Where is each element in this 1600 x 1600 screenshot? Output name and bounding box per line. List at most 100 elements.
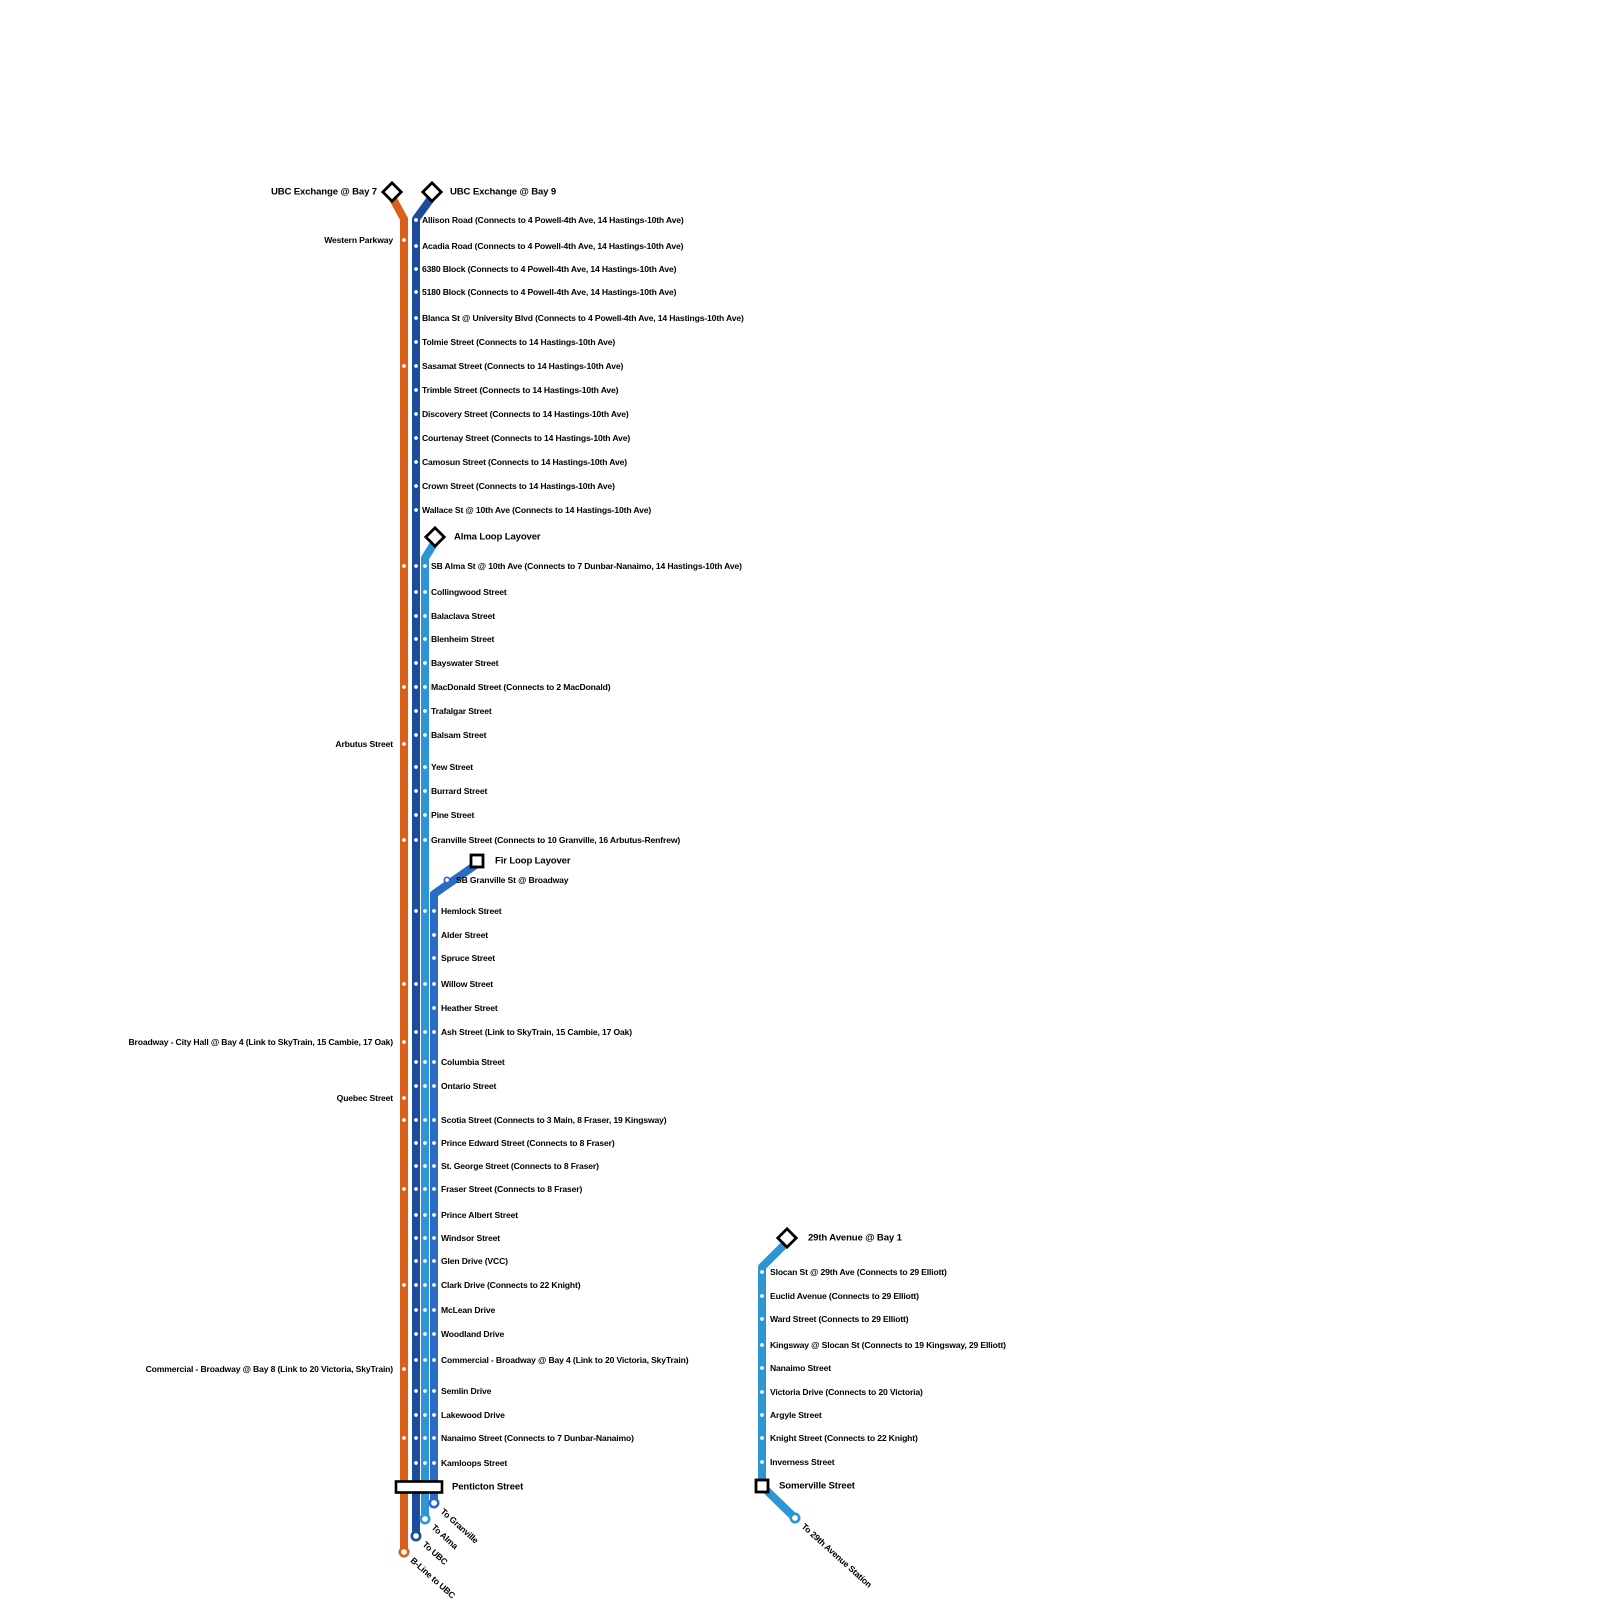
stop-label: Scotia Street (Connects to 3 Main, 8 Fra…	[441, 1115, 667, 1125]
stop-dot	[430, 1082, 438, 1090]
direction-label-orange: B-Line to UBC	[409, 1555, 458, 1600]
stop-label: Heather Street	[441, 1003, 498, 1013]
stop-label: Alder Street	[441, 930, 488, 940]
stop-dot	[443, 876, 451, 884]
stop-label: Knight Street (Connects to 22 Knight)	[770, 1433, 918, 1443]
stop-dot	[421, 1306, 429, 1314]
stop-dot	[758, 1341, 766, 1349]
stop-dot	[421, 1211, 429, 1219]
stop-dot	[412, 1211, 420, 1219]
stop-dot	[400, 980, 408, 988]
stop-label: Tolmie Street (Connects to 14 Hastings-1…	[422, 337, 615, 347]
stop-dot	[421, 1185, 429, 1193]
stop-dot	[412, 683, 420, 691]
stop-label: St. George Street (Connects to 8 Fraser)	[441, 1161, 599, 1171]
stop-dot	[758, 1411, 766, 1419]
stop-label: 5180 Block (Connects to 4 Powell-4th Ave…	[422, 287, 677, 297]
stop-dot	[412, 1434, 420, 1442]
line-terminus-orange	[398, 1546, 410, 1558]
stop-label: Granville Street (Connects to 10 Granvil…	[431, 835, 680, 845]
terminal-diamond-marker	[420, 180, 444, 204]
stop-dot	[421, 1139, 429, 1147]
stop-dot	[412, 612, 420, 620]
stop-dot	[412, 1058, 420, 1066]
stop-dot	[758, 1268, 766, 1276]
stop-dot	[421, 907, 429, 915]
stop-label: Willow Street	[441, 979, 493, 989]
stop-label: Spruce Street	[441, 953, 495, 963]
stop-dot	[421, 811, 429, 819]
stop-dot	[421, 836, 429, 844]
stop-label: Arbutus Street	[335, 739, 393, 749]
stop-label: Kamloops Street	[441, 1458, 507, 1468]
stop-label: Ward Street (Connects to 29 Elliott)	[770, 1314, 909, 1324]
stop-dot	[421, 1058, 429, 1066]
stop-dot	[430, 1306, 438, 1314]
stop-dot	[412, 506, 420, 514]
stop-dot	[412, 707, 420, 715]
stop-dot	[421, 1257, 429, 1265]
line-terminus-royal	[428, 1497, 440, 1509]
stop-dot	[412, 1257, 420, 1265]
stop-label: MacDonald Street (Connects to 2 MacDonal…	[431, 682, 611, 692]
stop-label: Argyle Street	[770, 1410, 822, 1420]
stop-dot	[412, 562, 420, 570]
stop-dot	[412, 1459, 420, 1467]
stop-dot	[430, 1185, 438, 1193]
stop-label: Prince Albert Street	[441, 1210, 518, 1220]
stop-dot	[412, 836, 420, 844]
terminal-label: Fir Loop Layover	[495, 856, 571, 867]
stop-dot	[430, 1058, 438, 1066]
stop-label: Fraser Street (Connects to 8 Fraser)	[441, 1184, 583, 1194]
stop-dot	[412, 787, 420, 795]
stop-dot	[430, 1234, 438, 1242]
stop-dot	[430, 1116, 438, 1124]
stop-dot	[412, 434, 420, 442]
stop-dot	[400, 1434, 408, 1442]
stop-dot	[758, 1315, 766, 1323]
stop-label: Courtenay Street (Connects to 14 Hasting…	[422, 433, 630, 443]
terminal-diamond-marker	[380, 180, 404, 204]
stop-label: Windsor Street	[441, 1233, 500, 1243]
stop-label: Acadia Road (Connects to 4 Powell-4th Av…	[422, 241, 684, 251]
stop-dot	[412, 386, 420, 394]
stop-dot	[412, 907, 420, 915]
stop-dot	[412, 588, 420, 596]
stop-dot	[400, 683, 408, 691]
stop-label: Glen Drive (VCC)	[441, 1256, 508, 1266]
stop-label: Sasamat Street (Connects to 14 Hastings-…	[422, 361, 623, 371]
stop-dot	[400, 1365, 408, 1373]
stop-dot	[412, 731, 420, 739]
stop-dot	[758, 1292, 766, 1300]
stop-label: Columbia Street	[441, 1057, 505, 1067]
stop-dot	[412, 1306, 420, 1314]
terminal-label: UBC Exchange @ Bay 9	[450, 187, 556, 198]
stop-label: Discovery Street (Connects to 14 Hasting…	[422, 409, 629, 419]
stop-dot	[400, 1116, 408, 1124]
stop-label: Semlin Drive	[441, 1386, 492, 1396]
stop-dot	[412, 763, 420, 771]
stop-label: Burrard Street	[431, 786, 487, 796]
stop-dot	[421, 1411, 429, 1419]
stop-dot	[421, 612, 429, 620]
terminal-square-marker	[754, 1478, 770, 1494]
stop-dot	[758, 1364, 766, 1372]
station-rect-marker	[394, 1480, 444, 1494]
stop-dot	[400, 1185, 408, 1193]
stop-dot	[412, 1116, 420, 1124]
stop-dot	[430, 954, 438, 962]
stop-dot	[412, 362, 420, 370]
stop-label: Ontario Street	[441, 1081, 496, 1091]
stop-dot	[421, 1234, 429, 1242]
stop-dot	[421, 683, 429, 691]
stop-label: Nanaimo Street (Connects to 7 Dunbar-Nan…	[441, 1433, 634, 1443]
stop-label: Slocan St @ 29th Ave (Connects to 29 Ell…	[770, 1267, 947, 1277]
stop-dot	[412, 1387, 420, 1395]
stop-dot	[400, 1094, 408, 1102]
stop-label: Ash Street (Link to SkyTrain, 15 Cambie,…	[441, 1027, 632, 1037]
stop-dot	[412, 1139, 420, 1147]
stop-dot	[421, 1330, 429, 1338]
stop-dot	[412, 338, 420, 346]
stop-label: Balaclava Street	[431, 611, 495, 621]
